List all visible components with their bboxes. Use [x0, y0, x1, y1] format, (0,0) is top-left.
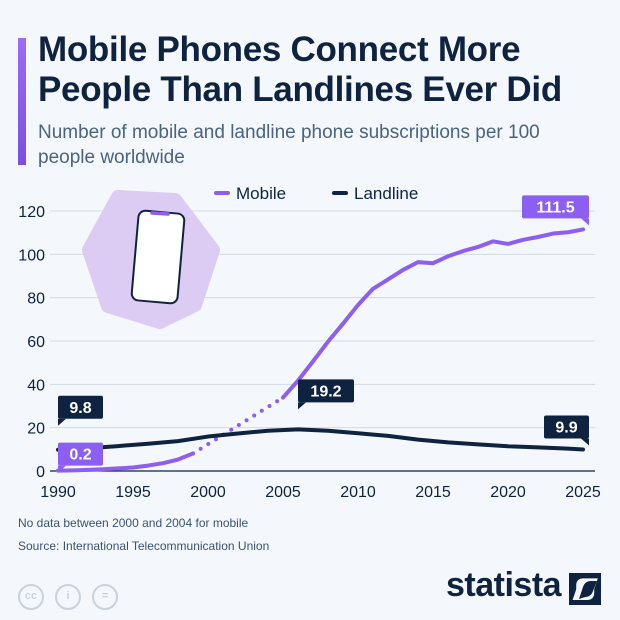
data-label-callout: 111.5 [522, 195, 589, 226]
statista-logo-mark [569, 573, 601, 605]
data-label-callout: 9.8 [58, 395, 103, 426]
source-note: Source: International Telecommunication … [18, 539, 270, 553]
legend-label-landline: Landline [354, 184, 418, 203]
phone-icon-notch [150, 211, 170, 216]
x-tick-label: 2015 [415, 484, 451, 501]
callout-value: 19.2 [310, 383, 341, 400]
callout-value: 0.2 [69, 447, 91, 464]
legend-label-mobile: Mobile [236, 184, 286, 203]
mobile-gap-dotted-line [191, 395, 285, 456]
y-tick-label: 120 [18, 204, 45, 221]
line-chart: 0 20 40 60 80 100 120 1990 1995 2000 2005 2010 2015 2… [18, 184, 601, 501]
callout-value: 111.5 [536, 199, 574, 216]
mobile-line [281, 227, 585, 400]
phone-icon [82, 190, 220, 329]
x-tick-label: 1995 [115, 484, 151, 501]
callout-box [298, 379, 354, 403]
attribution-icon: i [55, 584, 81, 610]
callout-tail [298, 402, 306, 410]
callout-tail [58, 418, 66, 426]
callout-value: 9.8 [69, 400, 91, 417]
data-label-callout: 9.9 [544, 415, 589, 446]
callout-tail [581, 438, 589, 446]
y-tick-label: 100 [18, 247, 45, 264]
x-tick-label: 1990 [40, 484, 76, 501]
callout-box [58, 395, 103, 419]
landline-line [56, 427, 585, 452]
callout-box [544, 415, 589, 439]
y-tick-label: 0 [36, 464, 45, 481]
y-tick-label: 60 [27, 334, 45, 351]
x-tick-label: 2020 [490, 484, 526, 501]
data-label-callout: 0.2 [58, 442, 103, 473]
chart-note: No data between 2000 and 2004 for mobile [18, 516, 249, 530]
y-tick-label: 20 [27, 421, 45, 438]
x-tick-label: 2000 [190, 484, 226, 501]
x-tick-label: 2010 [340, 484, 376, 501]
cc-icon: cc [18, 584, 44, 610]
phone-icon-body [130, 209, 186, 305]
data-label-callout: 19.2 [298, 379, 354, 410]
callout-tail [581, 218, 589, 226]
callout-tail [58, 465, 66, 473]
chart-subtitle: Number of mobile and landline phone subs… [38, 122, 540, 168]
mobile-line [56, 451, 195, 473]
chart-title: Mobile Phones Connect More People Than L… [38, 30, 562, 109]
title-accent-bar [18, 38, 26, 165]
callout-box [522, 195, 589, 219]
callout-value: 9.9 [555, 420, 577, 437]
y-tick-label: 40 [27, 377, 45, 394]
x-tick-label: 2005 [265, 484, 301, 501]
x-tick-label: 2025 [565, 484, 601, 501]
statista-logo: statista [446, 566, 562, 604]
callout-box [58, 442, 103, 466]
y-tick-label: 80 [27, 291, 45, 308]
no-derivatives-icon: = [92, 584, 118, 610]
